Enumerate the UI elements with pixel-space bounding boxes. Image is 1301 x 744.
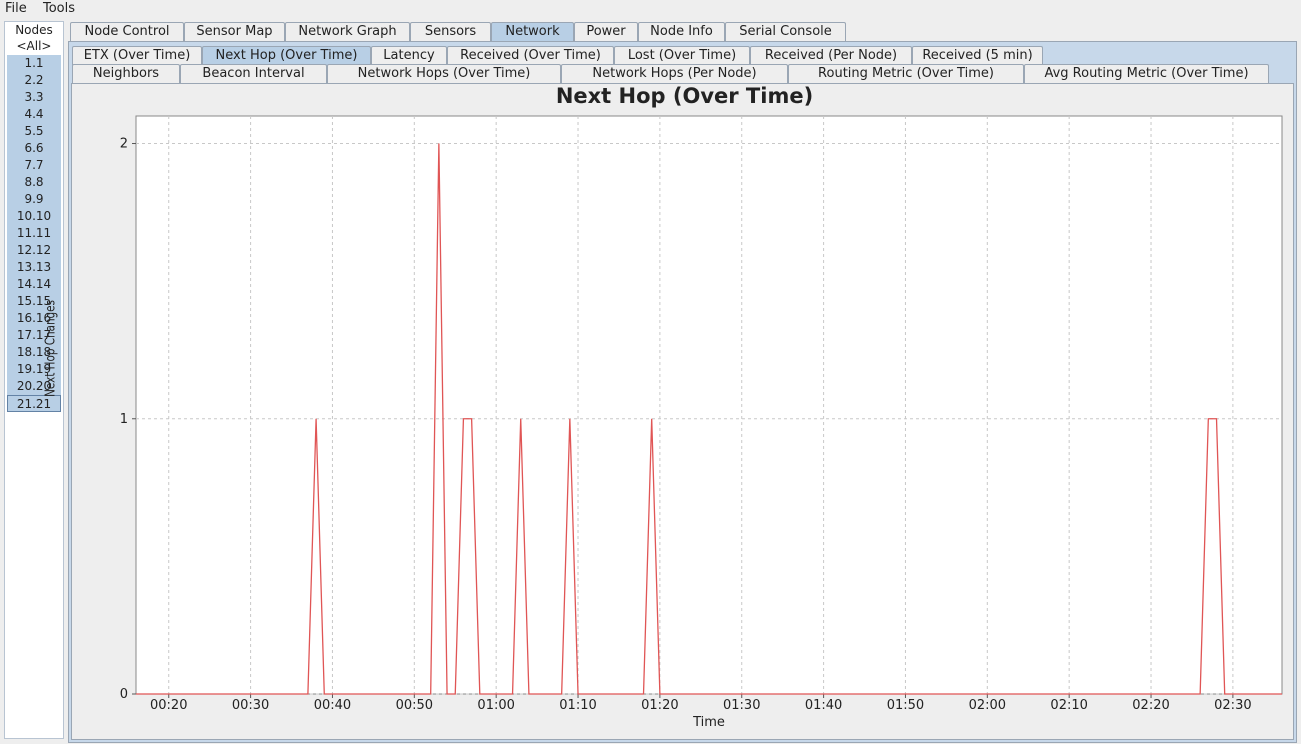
node-item-3-3[interactable]: 3.3 [7,89,61,106]
plot-area [135,115,1283,695]
subtab-next-hop-over-time[interactable]: Next Hop (Over Time) [202,46,371,65]
x-tick-label: 00:40 [314,698,351,713]
tab-node-info[interactable]: Node Info [638,22,725,41]
y-tick-label: 2 [120,137,128,152]
node-item-10-10[interactable]: 10.10 [7,208,61,225]
x-tick-label: 01:50 [887,698,924,713]
node-item-9-9[interactable]: 9.9 [7,191,61,208]
subtab-avg-routing-metric-over-time[interactable]: Avg Routing Metric (Over Time) [1024,64,1269,83]
tab-sensors[interactable]: Sensors [410,22,491,41]
node-item-5-5[interactable]: 5.5 [7,123,61,140]
subtab-lost-over-time[interactable]: Lost (Over Time) [614,46,750,65]
node-item-15-15[interactable]: 15.15 [7,293,61,310]
subtab-routing-metric-over-time[interactable]: Routing Metric (Over Time) [788,64,1024,83]
subtab-received-over-time[interactable]: Received (Over Time) [447,46,614,65]
x-axis-label: Time [692,715,725,730]
node-item-12-12[interactable]: 12.12 [7,242,61,259]
node-item-19-19[interactable]: 19.19 [7,361,61,378]
node-item-1-1[interactable]: 1.1 [7,55,61,72]
file-menu[interactable]: File [5,1,27,16]
node-list: Nodes <All> 1.1 2.2 3.3 4.4 5.5 6.6 7.7 8.8 9.9 10… [4,21,64,739]
subtab-neighbors[interactable]: Neighbors [72,64,180,83]
node-item-7-7[interactable]: 7.7 [7,157,61,174]
node-item-4-4[interactable]: 4.4 [7,106,61,123]
node-item-6-6[interactable]: 6.6 [7,140,61,157]
tools-menu[interactable]: Tools [43,1,76,16]
subtab-latency[interactable]: Latency [371,46,447,65]
subtab-received-5-min[interactable]: Received (5 min) [912,46,1043,65]
x-tick-label: 01:20 [641,698,678,713]
chart-title: Next Hop (Over Time) [555,84,814,108]
subtab-network-hops-per-node[interactable]: Network Hops (Per Node) [561,64,788,83]
tab-node-control[interactable]: Node Control [70,22,184,41]
x-tick-label: 02:20 [1132,698,1169,713]
node-item-16-16[interactable]: 16.16 [7,310,61,327]
tab-power[interactable]: Power [574,22,638,41]
x-tick-label: 01:10 [559,698,596,713]
x-tick-label: 02:00 [969,698,1006,713]
tab-sensor-map[interactable]: Sensor Map [184,22,285,41]
menu-bar: File Tools [0,0,1301,19]
x-tick-label: 02:30 [1214,698,1251,713]
y-axis-label: Next Hop Changes [42,300,57,397]
node-item-14-14[interactable]: 14.14 [7,276,61,293]
node-item-2-2[interactable]: 2.2 [7,72,61,89]
tab-serial-console[interactable]: Serial Console [725,22,846,41]
x-tick-label: 00:50 [396,698,433,713]
y-tick-label: 0 [120,687,128,702]
node-item-all[interactable]: <All> [7,38,61,55]
node-list-header: Nodes [15,23,53,37]
node-item-13-13[interactable]: 13.13 [7,259,61,276]
x-tick-label: 00:30 [232,698,269,713]
node-item-17-17[interactable]: 17.17 [7,327,61,344]
x-tick-label: 01:30 [723,698,760,713]
subtab-network-hops-over-time[interactable]: Network Hops (Over Time) [327,64,561,83]
node-item-21-21[interactable]: 21.21 [7,395,61,412]
node-item-11-11[interactable]: 11.11 [7,225,61,242]
subtab-received-per-node[interactable]: Received (Per Node) [750,46,912,65]
tab-network[interactable]: Network [491,22,574,41]
x-tick-label: 01:00 [477,698,514,713]
node-item-8-8[interactable]: 8.8 [7,174,61,191]
x-tick-label: 02:10 [1050,698,1087,713]
x-tick-label: 00:20 [150,698,187,713]
x-tick-label: 01:40 [805,698,842,713]
tab-network-graph[interactable]: Network Graph [285,22,410,41]
y-tick-label: 1 [120,412,128,427]
subtab-beacon-interval[interactable]: Beacon Interval [180,64,327,83]
node-item-20-20[interactable]: 20.20 [7,378,61,395]
subtab-etx-over-time[interactable]: ETX (Over Time) [72,46,202,65]
node-item-18-18[interactable]: 18.18 [7,344,61,361]
